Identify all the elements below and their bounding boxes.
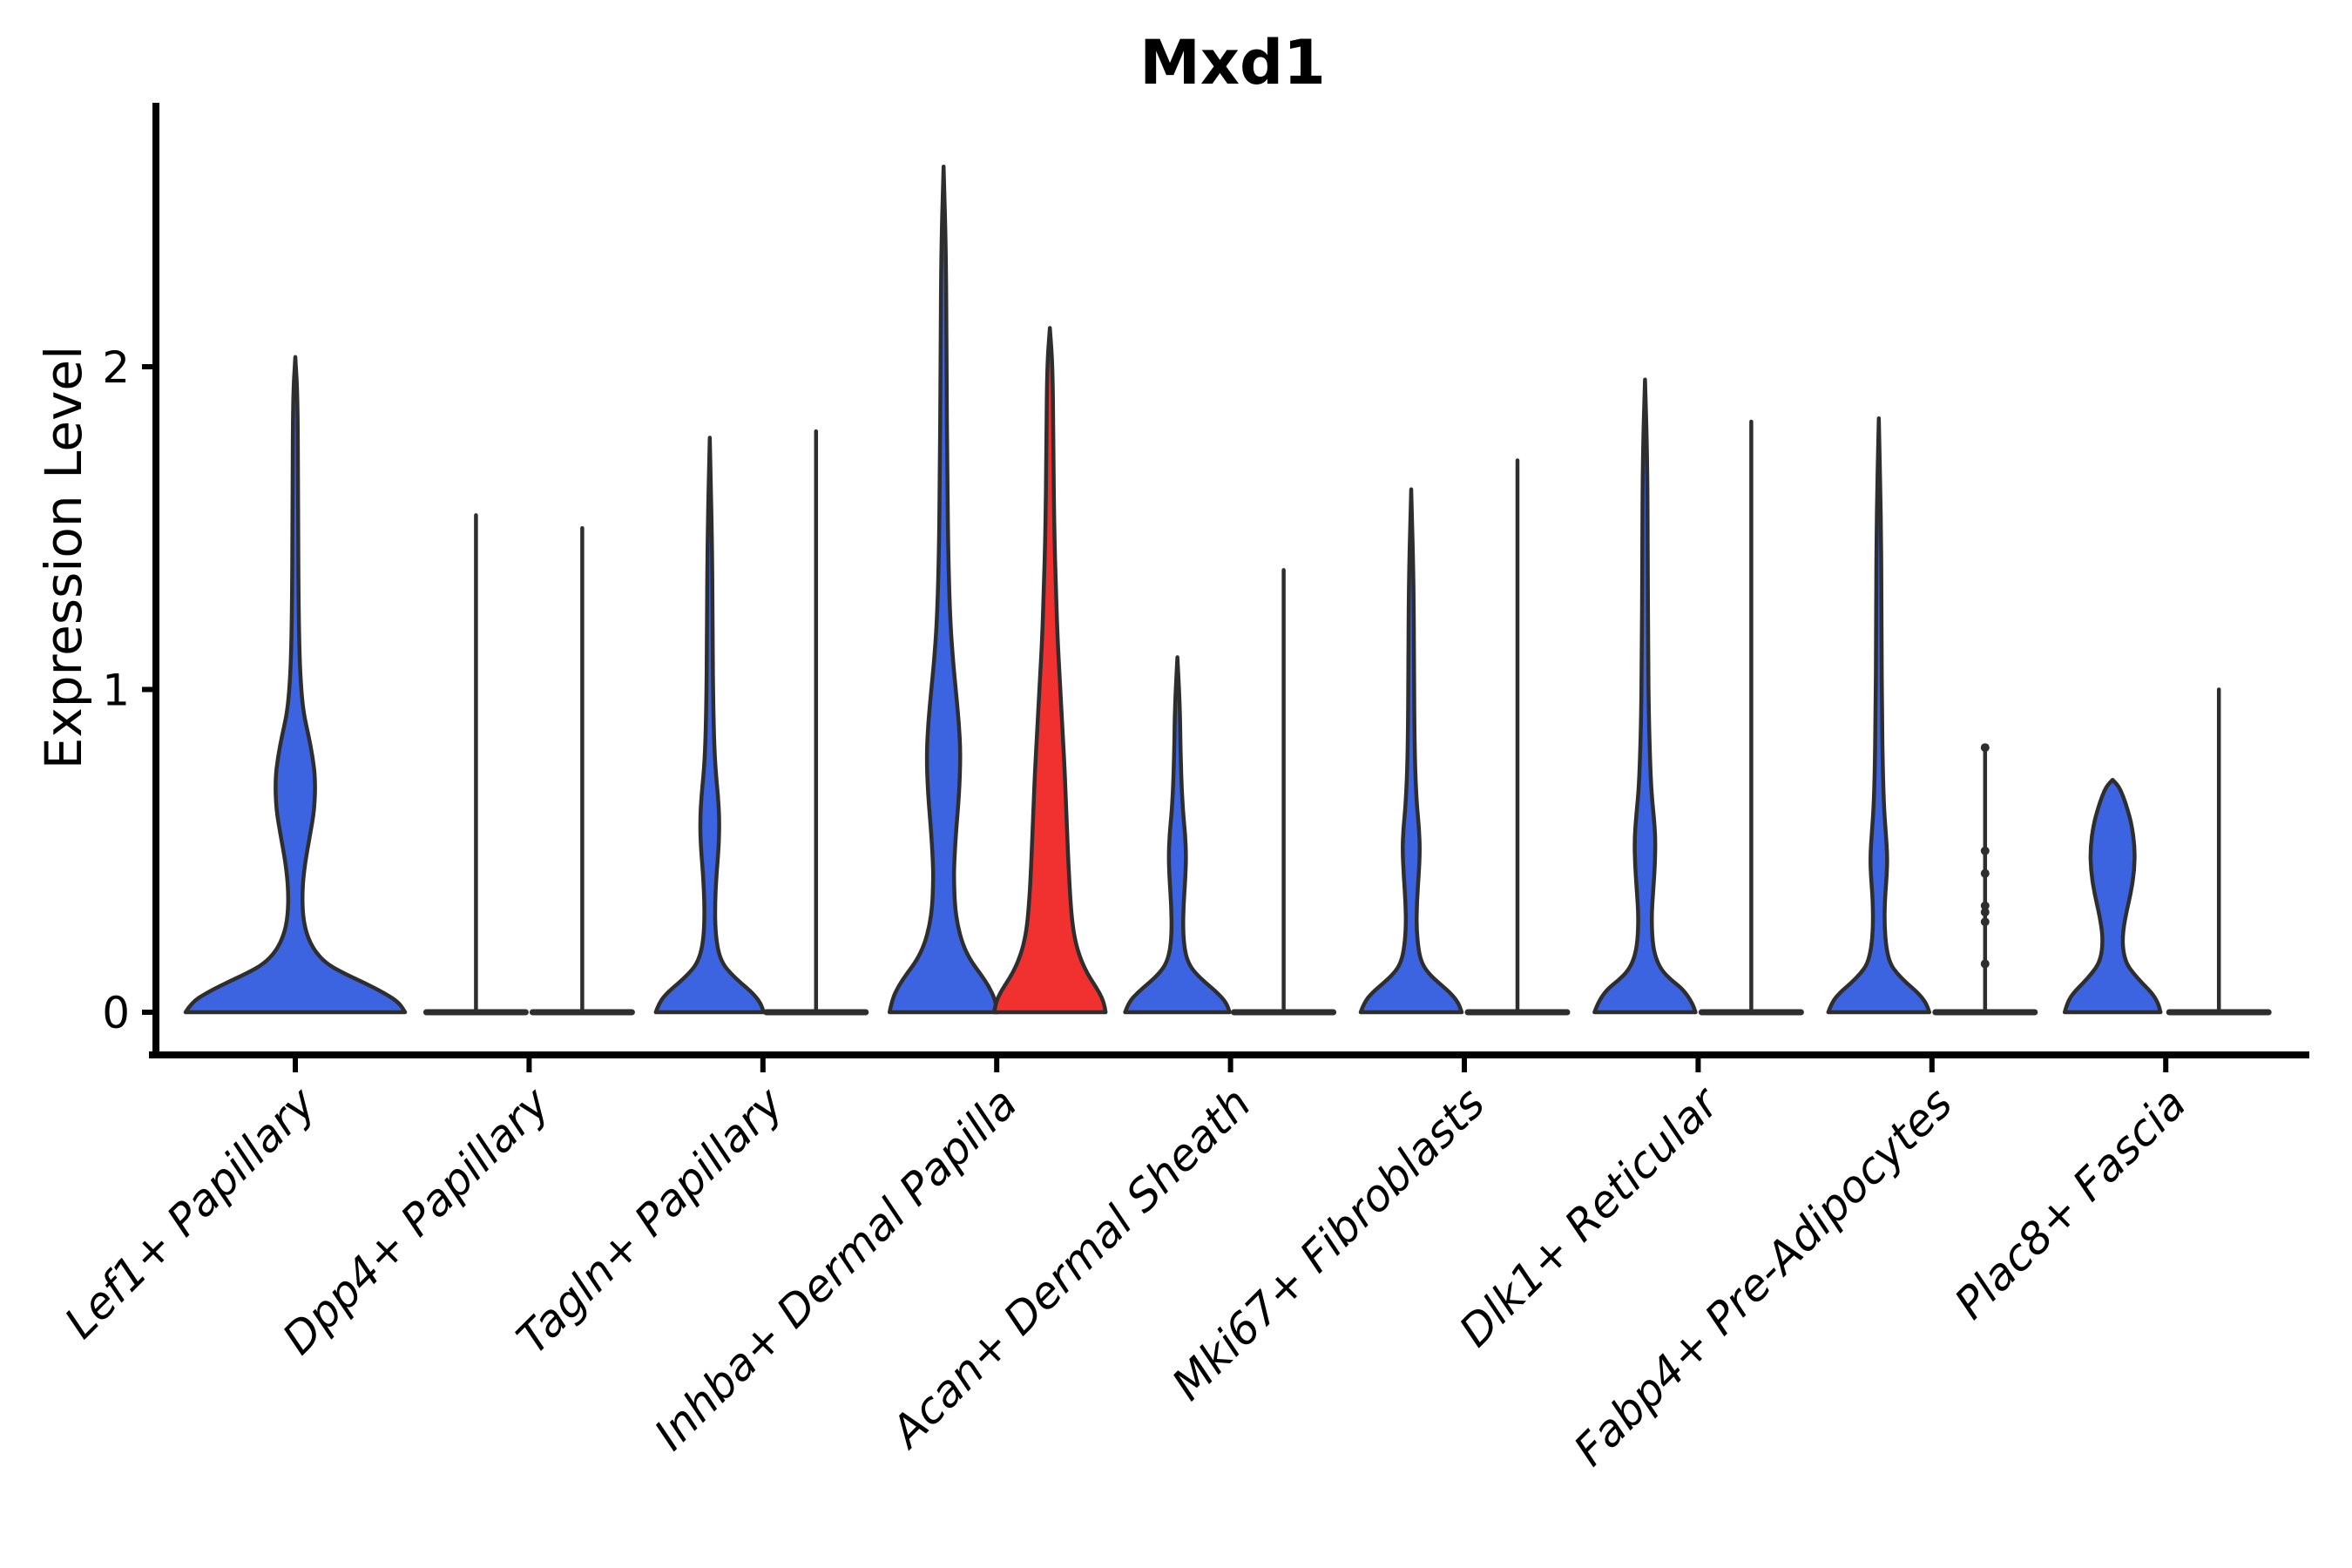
- violins-group: [183, 165, 2272, 1016]
- y-axis-label: Expression Level: [34, 346, 93, 769]
- violin-inhba-dermal-papilla-right: [991, 326, 1108, 1015]
- x-tick-label-lef1-papillary: Lef1+ Papillary: [55, 1077, 326, 1348]
- x-tick-label-plac8-fascia: Plac8+ Fascia: [1945, 1078, 2196, 1328]
- violin-lef1-papillary-single: [183, 355, 408, 1015]
- violin-fabp4-pre-adipocytes-right-jitter-dot: [1980, 917, 1990, 927]
- violin-fabp4-pre-adipocytes-right-jitter-dot: [1980, 743, 1990, 753]
- y-tick-label-1: 1: [102, 666, 130, 716]
- violin-tagln-papillary-left: [653, 436, 767, 1015]
- violin-fabp4-pre-adipocytes-right-jitter-dot: [1980, 868, 1990, 878]
- violin-acan-dermal-sheath-left: [1123, 655, 1232, 1015]
- violin-plac8-fascia-left: [2062, 777, 2163, 1015]
- x-tick-label-dlk1-reticular: Dlk1+ Reticular: [1450, 1076, 1730, 1356]
- violin-inhba-dermal-papilla-left: [887, 165, 1000, 1015]
- violin-mki67-fibroblasts-left: [1358, 487, 1464, 1015]
- violin-dlk1-reticular-left: [1592, 377, 1698, 1015]
- chart-title: Mxd1: [1139, 27, 1326, 98]
- violin-fabp4-pre-adipocytes-right-jitter-dot: [1980, 846, 1990, 855]
- x-tick-label-fabp4-pre-adipocytes: Fabp4+ Pre-Adipocytes: [1565, 1078, 1963, 1476]
- violin-fabp4-pre-adipocytes-right-jitter-dot: [1980, 901, 1990, 910]
- violin-fabp4-pre-adipocytes-right-jitter-dot: [1980, 959, 1990, 969]
- violin-fabp4-pre-adipocytes-left: [1826, 416, 1932, 1015]
- y-tick-label-2: 2: [102, 342, 130, 393]
- violin-fabp4-pre-adipocytes-right-jitter-dot: [1980, 908, 1990, 917]
- y-tick-label-0: 0: [102, 988, 130, 1038]
